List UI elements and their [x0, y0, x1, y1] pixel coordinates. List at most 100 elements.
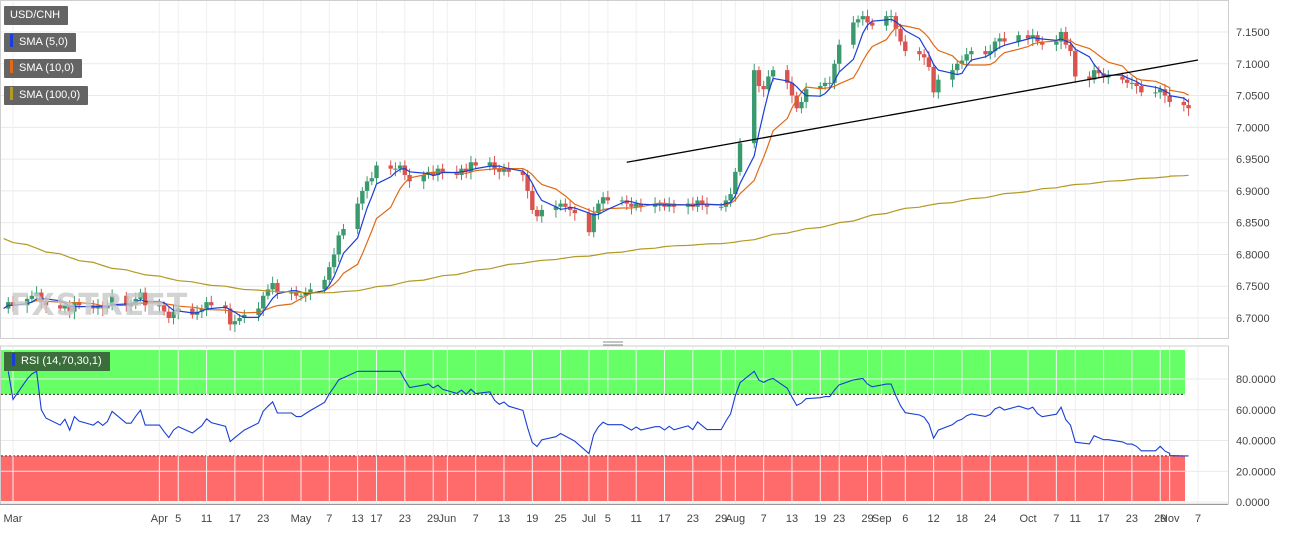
candle-body — [265, 289, 271, 296]
candle-body — [591, 213, 596, 233]
candle-body — [983, 51, 988, 55]
x-tick-label: 5 — [175, 513, 181, 525]
sma5-swatch — [10, 34, 13, 47]
candles — [6, 9, 1191, 332]
x-tick-label: 13 — [786, 513, 798, 525]
candle-body — [393, 168, 398, 170]
candle-body — [327, 267, 332, 280]
rsi-y-tick-label: 60.0000 — [1236, 405, 1276, 417]
candle-body — [822, 82, 828, 87]
x-tick-label: 23 — [1126, 513, 1138, 525]
candle-body — [109, 295, 115, 306]
candle-body — [227, 308, 233, 325]
candle-body — [161, 305, 167, 312]
candle-body — [836, 44, 842, 64]
candle-body — [988, 51, 993, 55]
candle-body — [832, 63, 837, 83]
candle-body — [100, 305, 105, 309]
legend-sma5-label: SMA (5,0) — [19, 36, 68, 48]
x-tick-label: 29 — [715, 513, 727, 525]
x-tick-label: 7 — [1053, 513, 1059, 525]
candle-body — [752, 70, 757, 144]
x-tick-label: Aug — [726, 513, 746, 525]
candle-body — [997, 38, 1002, 42]
x-tick-label: 29 — [861, 513, 873, 525]
rsi-swatch — [12, 353, 15, 366]
candle-body — [138, 292, 143, 299]
rsi-y-tick-label: 0.0000 — [1236, 497, 1270, 509]
candle-body — [58, 305, 63, 309]
candle-body — [256, 308, 261, 315]
candle-body — [242, 314, 247, 318]
x-tick-label: 24 — [984, 513, 996, 525]
candle-body — [421, 175, 426, 182]
legend-sma10[interactable]: SMA (10,0) — [4, 59, 83, 78]
candle-body — [657, 203, 662, 205]
sma10-line — [3, 24, 1189, 314]
candle-body — [903, 41, 908, 52]
candle-body — [860, 16, 866, 20]
candle-body — [1158, 89, 1163, 93]
candle-body — [525, 175, 530, 191]
candle-body — [374, 165, 379, 179]
legend-sma10-label: SMA (10,0) — [19, 62, 75, 74]
candle-body — [322, 279, 327, 290]
candle-body — [29, 295, 35, 299]
candle-body — [204, 302, 209, 309]
candle-body — [969, 51, 974, 55]
candle-body — [232, 321, 238, 325]
candle-body — [24, 298, 30, 306]
candle-body — [936, 79, 941, 93]
candle-body — [124, 295, 129, 306]
candle-body — [770, 70, 776, 77]
x-tick-label: 11 — [201, 513, 212, 525]
candle-body — [520, 171, 526, 175]
candle-body — [440, 168, 445, 172]
candle-body — [157, 305, 162, 307]
candle-body — [1087, 76, 1092, 80]
candle-body — [530, 190, 535, 210]
candle-body — [851, 22, 856, 45]
legend-sma5[interactable]: SMA (5,0) — [4, 33, 76, 52]
candle-body — [600, 197, 606, 204]
x-tick-label: May — [291, 513, 312, 525]
x-tick-label: Mar — [4, 513, 23, 525]
legend-sma100[interactable]: SMA (100,0) — [4, 86, 89, 105]
candle-body — [298, 295, 304, 297]
candle-body — [921, 54, 927, 58]
candle-body — [497, 168, 502, 172]
x-tick-label: 7 — [1195, 513, 1201, 525]
candle-body — [827, 82, 832, 84]
candle-body — [492, 162, 497, 169]
candle-body — [766, 76, 771, 90]
x-tick-label: 17 — [1097, 513, 1109, 525]
x-tick-label: Jun — [438, 513, 456, 525]
candle-body — [1134, 82, 1139, 87]
axes — [0, 0, 1229, 505]
candle-body — [992, 41, 998, 52]
x-tick-label: 7 — [326, 513, 332, 525]
x-tick-label: Apr — [151, 513, 168, 525]
candle-body — [1091, 70, 1097, 80]
candle-body — [43, 302, 49, 306]
candle-body — [534, 209, 540, 217]
candle-body — [1063, 32, 1069, 45]
x-tick-label: 7 — [761, 513, 767, 525]
candle-body — [884, 16, 889, 26]
price-y-tick-label: 6.8000 — [1236, 249, 1270, 261]
candle-body — [1186, 105, 1191, 109]
legend-rsi[interactable]: RSI (14,70,30,1) — [4, 352, 110, 371]
candle-body — [624, 200, 629, 204]
legend-symbol[interactable]: USD/CNH — [4, 6, 69, 25]
candle-body — [67, 305, 72, 312]
candle-body — [558, 203, 563, 207]
candle-body — [539, 209, 544, 217]
overlay-lines — [3, 18, 1199, 318]
candle-body — [1162, 89, 1168, 96]
candle-body — [733, 171, 738, 195]
x-tick-label: 19 — [526, 513, 538, 525]
x-tick-label: 29 — [427, 513, 439, 525]
candle-body — [369, 178, 375, 182]
candle-body — [865, 16, 870, 23]
candle-body — [1106, 76, 1111, 78]
